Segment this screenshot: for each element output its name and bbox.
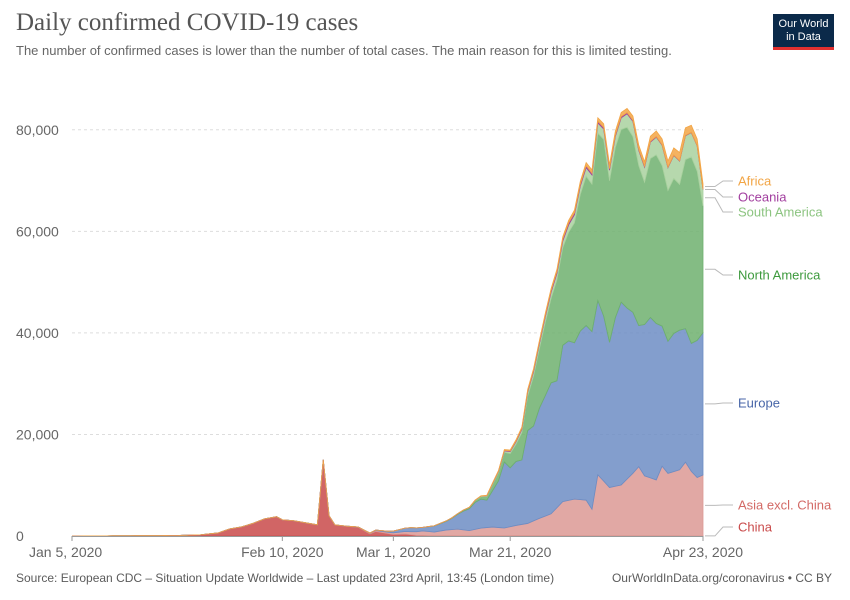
legend-label-north-america[interactable]: North America (738, 268, 821, 283)
logo-line-1: Our World (778, 18, 829, 30)
legend-label-china[interactable]: China (738, 520, 773, 535)
chart-subtitle: The number of confirmed cases is lower t… (16, 43, 672, 58)
source-link[interactable]: OurWorldInData.org/coronavirus • CC BY (611, 571, 832, 585)
x-tick-label: Apr 23, 2020 (663, 544, 743, 560)
axis-layer: 0 20,000 40,000 60,000 80,000 Jan 5, 2020 Feb … (16, 122, 743, 560)
legend-label-asia-excl-china[interactable]: Asia excl. China (738, 498, 832, 513)
logo-line-2: in Data (786, 31, 821, 43)
area-layer (71, 107, 704, 537)
x-tick-label: Jan 5, 2020 (29, 544, 102, 560)
legend-label-south-america[interactable]: South America (738, 205, 823, 220)
y-tick-label: 60,000 (16, 223, 59, 239)
y-tick-label: 40,000 (16, 325, 59, 341)
y-tick-label: 0 (16, 528, 24, 544)
legend-connector (705, 189, 733, 198)
legend-connector (705, 268, 733, 276)
x-tick-label: Feb 10, 2020 (241, 544, 324, 560)
owid-logo[interactable]: Our World in Data (773, 14, 834, 50)
legend-label-europe[interactable]: Europe (738, 396, 780, 411)
chart-title: Daily confirmed COVID-19 cases (16, 9, 359, 36)
x-tick-label: Mar 1, 2020 (356, 544, 431, 560)
area-series-africa[interactable] (71, 107, 704, 537)
legend-connector (705, 180, 733, 187)
legend-connector (705, 526, 733, 537)
legend-label-oceania[interactable]: Oceania (738, 190, 787, 205)
source-note: Source: European CDC – Situation Update … (16, 571, 555, 585)
legend-connector (705, 197, 733, 213)
y-tick-label: 20,000 (16, 426, 59, 442)
x-tick-label: Mar 21, 2020 (469, 544, 552, 560)
legend-label-africa[interactable]: Africa (738, 174, 772, 189)
y-tick-label: 80,000 (16, 122, 59, 138)
legend-connector (705, 402, 733, 405)
